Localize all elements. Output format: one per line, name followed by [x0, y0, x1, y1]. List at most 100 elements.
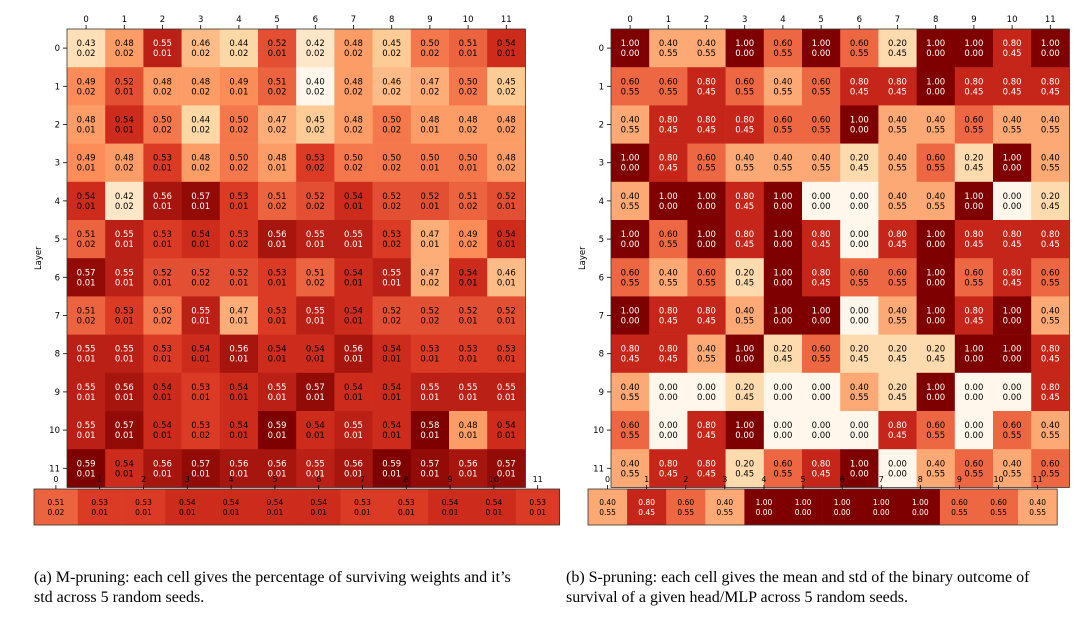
cell-mean-label: 0.55: [306, 459, 325, 469]
heatmap-cell: 0.600.55: [840, 29, 879, 68]
heatmap-cell: 0.540.01: [105, 105, 144, 144]
mlp-std-label: 0.55: [1029, 508, 1046, 517]
cell-std-label: 0.55: [812, 87, 831, 97]
cell-mean-label: 0.80: [697, 421, 716, 431]
heatmap-cell-rect: [67, 411, 106, 450]
cell-mean-label: 0.00: [812, 421, 831, 431]
heatmap-cell-rect: [372, 449, 412, 488]
heatmap-cell-rect: [649, 449, 688, 488]
heatmap-cell-rect: [219, 296, 259, 335]
x-tick-label: 11: [501, 15, 512, 25]
cell-mean-label: 0.00: [812, 383, 831, 393]
heatmap-cell-rect: [449, 29, 488, 68]
heatmap-cell-rect: [687, 29, 726, 68]
cell-mean-label: 0.20: [735, 268, 754, 278]
cell-mean-label: 0.51: [459, 192, 478, 202]
mlp-std-label: 0.55: [990, 508, 1007, 517]
mlp-mean-label: 0.40: [716, 498, 733, 507]
cell-std-label: 0.02: [382, 164, 401, 174]
cell-mean-label: 0.55: [77, 421, 96, 431]
heatmap-cell: 0.490.02: [449, 220, 488, 259]
heatmap-cell: 0.800.45: [1031, 67, 1070, 106]
cell-std-label: 0.55: [773, 49, 792, 59]
mlp-cell-rect: [209, 489, 254, 525]
heatmap-cell-rect: [725, 296, 765, 335]
cell-std-label: 0.02: [77, 87, 96, 97]
cell-std-label: 0.02: [77, 49, 96, 59]
mlp-cell: 0.530.01: [515, 489, 560, 525]
heatmap-cell: 0.480.02: [181, 143, 221, 183]
heatmap-cell: 0.400.55: [763, 143, 803, 183]
heatmap-cell-rect: [143, 334, 182, 374]
heatmap-cell: 0.400.55: [611, 181, 650, 221]
heatmap-cell-rect: [687, 181, 726, 221]
heatmap-cell-rect: [725, 105, 765, 144]
cell-mean-label: 0.52: [497, 307, 516, 317]
cell-std-label: 0.01: [420, 431, 439, 441]
cell-mean-label: 0.55: [115, 345, 134, 355]
cell-std-label: 0.02: [306, 202, 325, 212]
mlp-mean-label: 0.60: [677, 498, 694, 507]
cell-mean-label: 0.54: [306, 421, 325, 431]
cell-std-label: 0.02: [382, 317, 401, 327]
cell-mean-label: 0.60: [850, 268, 869, 278]
cell-std-label: 0.01: [153, 202, 172, 212]
heatmap-cell: 0.530.01: [219, 181, 259, 221]
cell-std-label: 0.45: [850, 164, 869, 174]
cell-mean-label: 0.53: [268, 268, 287, 278]
cell-mean-label: 0.54: [497, 39, 516, 49]
cell-mean-label: 0.00: [773, 421, 792, 431]
cell-std-label: 0.01: [497, 317, 516, 327]
heatmap-cell-rect: [649, 143, 688, 183]
heatmap-cell-rect: [296, 449, 335, 488]
cell-mean-label: 0.56: [344, 345, 363, 355]
heatmap-cell: 1.000.00: [611, 29, 650, 68]
heatmap-cell-rect: [802, 67, 841, 106]
heatmap-cell-rect: [258, 220, 297, 259]
heatmap-cell-rect: [878, 258, 917, 297]
heatmap-cell: 0.520.02: [296, 181, 335, 221]
cell-std-label: 0.01: [420, 202, 439, 212]
mlp-mean-label: 0.53: [91, 498, 108, 507]
cell-std-label: 0.55: [1041, 278, 1060, 288]
cell-mean-label: 0.50: [382, 116, 401, 126]
heatmap-cell-rect: [258, 296, 297, 335]
heatmap-cell: 0.480.02: [334, 67, 373, 106]
cell-std-label: 0.45: [735, 393, 754, 403]
heatmap-cell: 0.480.01: [410, 105, 450, 144]
cell-mean-label: 0.54: [191, 345, 210, 355]
y-tick-label: 10: [49, 426, 60, 436]
mlp-std-label: 0.00: [912, 508, 929, 517]
cell-std-label: 0.01: [268, 164, 287, 174]
heatmap-cell: 0.000.00: [840, 296, 879, 335]
heatmap-cell: 0.800.45: [725, 220, 765, 259]
cell-std-label: 0.00: [812, 317, 831, 327]
heatmap-cell: 1.000.00: [916, 258, 956, 297]
heatmap-cell-rect: [840, 143, 879, 183]
heatmap-cell-rect: [725, 449, 765, 488]
cell-std-label: 0.01: [497, 202, 516, 212]
cell-mean-label: 0.00: [850, 307, 869, 317]
heatmap-cell: 0.500.01: [410, 143, 450, 183]
heatmap-cell-rect: [687, 220, 726, 259]
heatmap-cell-rect: [143, 181, 182, 221]
heatmap-cell: 0.600.55: [763, 449, 803, 488]
heatmap-cell-rect: [410, 334, 450, 374]
heatmap-cell: 0.520.01: [258, 29, 297, 68]
cell-mean-label: 0.52: [420, 307, 439, 317]
heatmap-cell: 0.440.02: [219, 29, 259, 68]
heatmap-cell-rect: [334, 105, 373, 144]
heatmap-cell-rect: [916, 143, 956, 183]
heatmap-cell: 1.000.00: [802, 296, 841, 335]
heatmap-cell: 0.530.01: [143, 334, 182, 374]
cell-mean-label: 0.20: [926, 345, 945, 355]
cell-mean-label: 0.60: [812, 345, 831, 355]
heatmap-cell-rect: [219, 334, 259, 374]
cell-mean-label: 0.53: [153, 154, 172, 164]
mlp-cell-rect: [77, 489, 122, 525]
cell-mean-label: 1.00: [964, 39, 983, 49]
heatmap-cell: 0.520.02: [410, 296, 450, 335]
heatmap-cell: 0.570.01: [296, 372, 335, 412]
mlp-mean-label: 0.54: [310, 498, 327, 507]
cell-std-label: 0.55: [888, 126, 907, 136]
